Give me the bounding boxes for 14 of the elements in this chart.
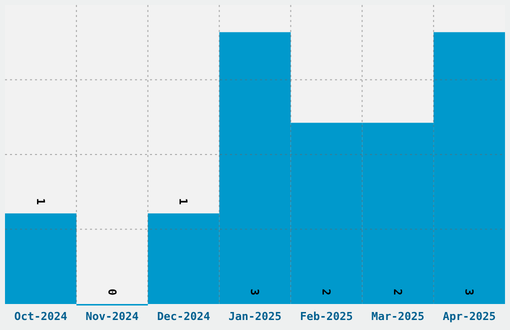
x-tick-label: Mar-2025 bbox=[371, 310, 424, 323]
data-label: 0 bbox=[105, 288, 118, 296]
x-tick-label: Dec-2024 bbox=[157, 310, 210, 323]
x-tick-label: Oct-2024 bbox=[14, 310, 68, 323]
data-label: 3 bbox=[462, 288, 476, 296]
data-label: 3 bbox=[248, 288, 262, 296]
x-tick-label: Feb-2025 bbox=[300, 310, 353, 323]
x-tick-label: Jan-2025 bbox=[228, 310, 282, 323]
data-label: 2 bbox=[320, 288, 333, 296]
x-tick-label: Apr-2025 bbox=[442, 310, 496, 323]
data-label: 2 bbox=[391, 288, 404, 296]
data-label: 1 bbox=[34, 198, 47, 206]
x-tick-label: Nov-2024 bbox=[86, 310, 140, 323]
data-label: 1 bbox=[176, 198, 190, 206]
